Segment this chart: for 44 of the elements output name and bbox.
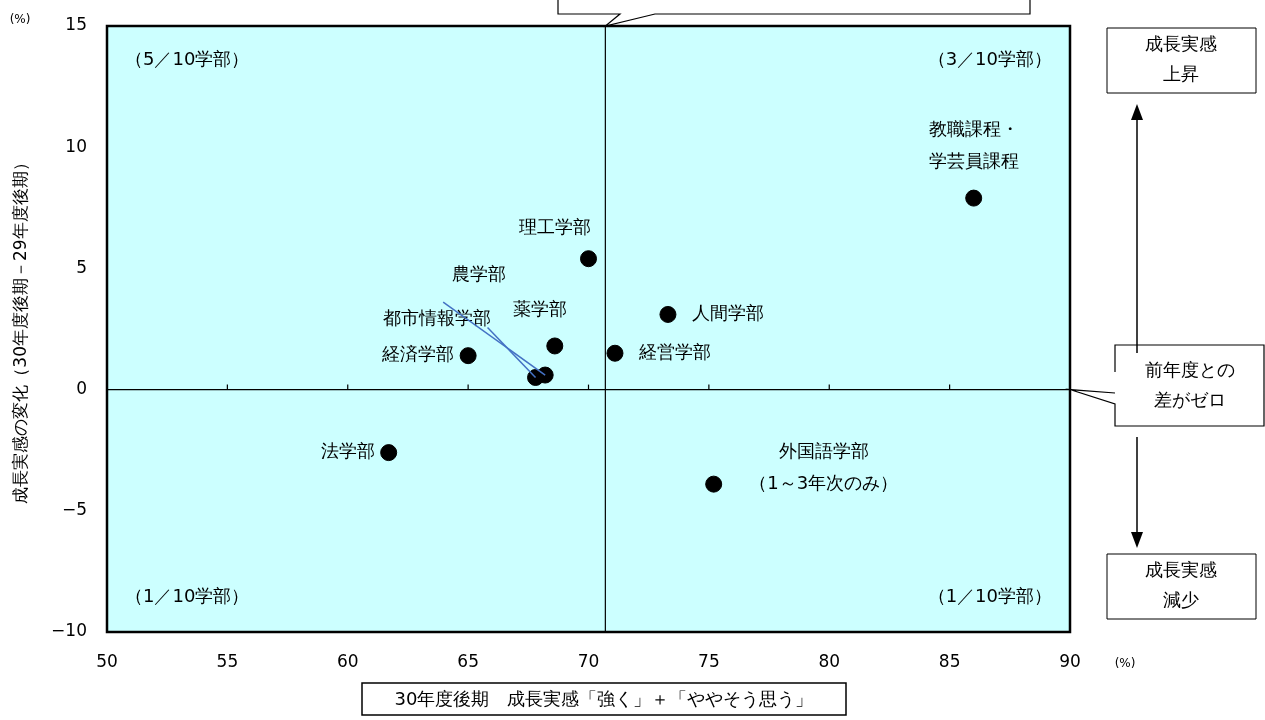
text: (%) [1114, 656, 1136, 671]
point [965, 189, 983, 207]
annotation: 理工学部 [518, 216, 591, 238]
point [580, 250, 597, 268]
point [705, 475, 723, 493]
point [546, 337, 564, 355]
annotation: 薬学部 [512, 297, 567, 319]
ref-line-label: 前年度との差がゼロ [1145, 358, 1235, 410]
x-tick-label: 80 [818, 650, 841, 671]
annotation: 経営学部 [637, 340, 711, 362]
point [606, 344, 624, 362]
x-tick-label: 60 [336, 650, 359, 671]
y-tick-label: 10 [65, 135, 87, 156]
x-tick-label: 70 [577, 650, 600, 671]
annotation: 人間学部 [691, 302, 764, 324]
text: 成長実感上昇 [1145, 32, 1217, 84]
y-tick-label: 0 [76, 378, 87, 399]
y-tick-label: 15 [65, 14, 87, 35]
text: (%) [9, 12, 31, 27]
x-tick-label: 85 [938, 650, 961, 671]
annotation: （5／10学部） [125, 47, 250, 69]
x-tick-label: 75 [698, 650, 720, 671]
x-tick-label: 65 [457, 650, 479, 671]
annotation: 都市情報学部 [382, 307, 491, 329]
y-tick-label: −5 [61, 499, 87, 520]
annotation: （1／10学部） [927, 584, 1052, 606]
y-tick-label: −10 [51, 620, 87, 641]
point [380, 444, 398, 462]
point [659, 305, 677, 323]
x-tick-label: 50 [96, 650, 118, 671]
text: 成長実感減少 [1145, 558, 1217, 610]
y-axis-title: 成長実感の変化（30年度後期－29年度後期） [10, 154, 31, 504]
annotation: 農学部 [452, 262, 507, 284]
annotation: 経済学部 [381, 343, 455, 365]
annotation: 法学部 [320, 440, 375, 462]
annotation: 外国語学部（1～3年次のみ） [749, 439, 899, 493]
y-tick-label: 5 [76, 256, 87, 277]
annotation: 教職課程・学芸員課程 [928, 117, 1019, 171]
x-tick-label: 90 [1059, 650, 1081, 671]
annotation: （1／10学部） [125, 584, 250, 606]
annotation: （3／10学部） [927, 47, 1052, 69]
point [459, 347, 477, 365]
x-axis-title: 30年度後期 成長実感「強く」＋「ややそう思う」 [394, 687, 814, 709]
x-tick-label: 55 [216, 650, 239, 671]
